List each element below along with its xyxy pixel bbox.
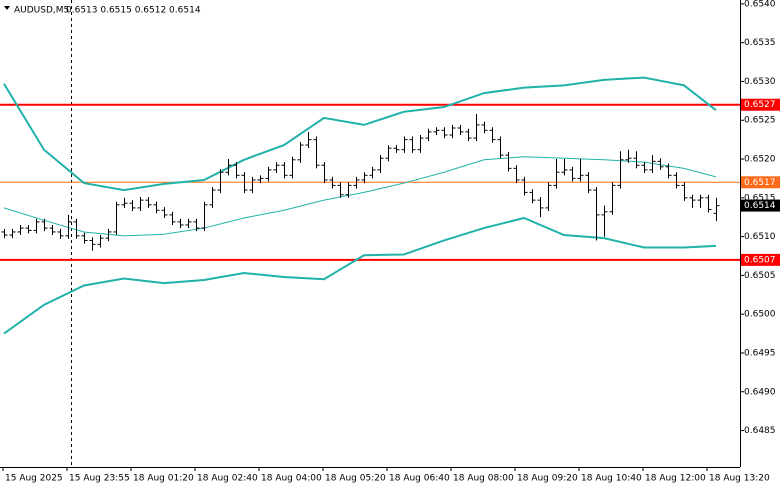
y-tick-label: 0.6535 [744,38,776,48]
level-label: 0.6507 [744,255,776,265]
level-label: 0.6517 [744,178,776,188]
symbol-menu-icon[interactable] [4,6,10,10]
x-tick-label: 15 Aug 23:55 [69,474,130,484]
x-tick-label: 15 Aug 2025 [5,474,63,484]
last-price-box [741,199,780,212]
y-tick-label: 0.6490 [744,387,776,397]
x-tick-label: 18 Aug 04:00 [261,474,322,484]
x-tick-label: 18 Aug 09:20 [517,474,578,484]
y-tick-label: 0.6510 [744,232,776,242]
level-label-box [741,253,780,266]
y-tick-label: 0.6505 [744,271,776,281]
y-tick-label: 0.6540 [744,0,776,9]
y-tick-label: 0.6520 [744,155,776,165]
bollinger-band [3,76,717,192]
chart-title: AUDUSD,M5 [14,6,69,16]
y-tick-label: 0.6500 [744,310,776,320]
y-tick-label: 0.6515 [744,193,776,203]
bollinger-band [3,216,717,335]
x-tick-label: 18 Aug 06:40 [389,474,450,484]
level-label-box [741,98,780,111]
x-tick-label: 18 Aug 01:20 [133,474,194,484]
x-tick-label: 18 Aug 05:20 [325,474,386,484]
x-tick-label: 18 Aug 02:40 [197,474,258,484]
x-tick-label: 18 Aug 08:00 [453,474,514,484]
x-tick-label: 18 Aug 12:00 [645,474,706,484]
y-tick-label: 0.6525 [744,116,776,126]
ohlc-header: 0.6513 0.6515 0.6512 0.6514 [66,6,201,16]
y-tick-label: 0.6495 [744,348,776,358]
y-tick-label: 0.6485 [744,426,776,436]
y-tick-label: 0.6530 [744,77,776,87]
level-label: 0.6527 [744,100,776,110]
level-label-box [741,176,780,189]
bollinger-band [3,156,717,237]
x-tick-label: 18 Aug 13:20 [709,474,770,484]
x-tick-label: 18 Aug 10:40 [581,474,642,484]
last-price-label: 0.6514 [744,201,776,211]
